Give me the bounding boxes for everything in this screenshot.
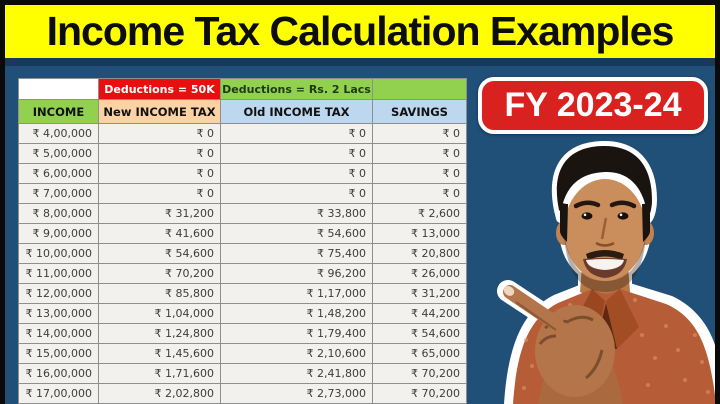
cell-old_tax: ₹ 1,48,200 bbox=[220, 303, 373, 324]
column-header-row: INCOME New INCOME TAX Old INCOME TAX SAV… bbox=[18, 99, 467, 124]
old-regime-deductions-header: Deductions = Rs. 2 Lacs bbox=[220, 78, 373, 100]
page-title: Income Tax Calculation Examples bbox=[46, 8, 675, 54]
table-row: ₹ 5,00,000 ₹ 0 ₹ 0 ₹ 0 bbox=[18, 143, 467, 164]
deductions-header-row: Deductions = 50K Deductions = Rs. 2 Lacs bbox=[18, 78, 467, 100]
table-row: ₹ 6,00,000 ₹ 0 ₹ 0 ₹ 0 bbox=[18, 163, 467, 184]
cell-old_tax: ₹ 54,600 bbox=[220, 223, 373, 244]
cell-savings: ₹ 70,200 bbox=[372, 383, 467, 404]
cell-new_tax: ₹ 1,24,800 bbox=[98, 323, 221, 344]
cell-old_tax: ₹ 0 bbox=[220, 123, 373, 144]
cell-savings: ₹ 0 bbox=[372, 163, 467, 184]
table-row: ₹ 15,00,000 ₹ 1,45,600 ₹ 2,10,600 ₹ 65,000 bbox=[18, 343, 467, 364]
cell-old_tax: ₹ 2,41,800 bbox=[220, 363, 373, 384]
table-row: ₹ 16,00,000 ₹ 1,71,600 ₹ 2,41,800 ₹ 70,200 bbox=[18, 363, 467, 384]
cell-new_tax: ₹ 31,200 bbox=[98, 203, 221, 224]
new-tax-column-header: New INCOME TAX bbox=[98, 99, 221, 124]
cell-savings: ₹ 0 bbox=[372, 143, 467, 164]
table-row: ₹ 9,00,000 ₹ 41,600 ₹ 54,600 ₹ 13,000 bbox=[18, 223, 467, 244]
new-regime-deductions-header: Deductions = 50K bbox=[98, 78, 221, 100]
cell-income: ₹ 9,00,000 bbox=[18, 223, 99, 244]
cell-savings: ₹ 0 bbox=[372, 123, 467, 144]
title-banner: Income Tax Calculation Examples bbox=[5, 5, 715, 66]
cell-new_tax: ₹ 70,200 bbox=[98, 263, 221, 284]
cell-old_tax: ₹ 33,800 bbox=[220, 203, 373, 224]
table-body: ₹ 4,00,000 ₹ 0 ₹ 0 ₹ 0 ₹ 5,00,000 ₹ 0 ₹ 0 ₹ 0 ₹ … bbox=[18, 123, 467, 404]
cell-savings: ₹ 26,000 bbox=[372, 263, 467, 284]
table-row: ₹ 11,00,000 ₹ 70,200 ₹ 96,200 ₹ 26,000 bbox=[18, 263, 467, 284]
cell-savings: ₹ 54,600 bbox=[372, 323, 467, 344]
cell-old_tax: ₹ 0 bbox=[220, 143, 373, 164]
cell-savings: ₹ 0 bbox=[372, 183, 467, 204]
table-row: ₹ 4,00,000 ₹ 0 ₹ 0 ₹ 0 bbox=[18, 123, 467, 144]
savings-spacer-cell bbox=[372, 78, 467, 100]
table-row: ₹ 14,00,000 ₹ 1,24,800 ₹ 1,79,400 ₹ 54,600 bbox=[18, 323, 467, 344]
cell-old_tax: ₹ 0 bbox=[220, 183, 373, 204]
cell-income: ₹ 6,00,000 bbox=[18, 163, 99, 184]
fy-badge-label: FY 2023-24 bbox=[504, 86, 682, 124]
cell-old_tax: ₹ 96,200 bbox=[220, 263, 373, 284]
old-tax-column-header: Old INCOME TAX bbox=[220, 99, 373, 124]
cell-new_tax: ₹ 1,45,600 bbox=[98, 343, 221, 364]
cell-savings: ₹ 31,200 bbox=[372, 283, 467, 304]
table-row: ₹ 12,00,000 ₹ 85,800 ₹ 1,17,000 ₹ 31,200 bbox=[18, 283, 467, 304]
cell-income: ₹ 4,00,000 bbox=[18, 123, 99, 144]
cell-savings: ₹ 70,200 bbox=[372, 363, 467, 384]
savings-column-header: SAVINGS bbox=[372, 99, 467, 124]
cell-old_tax: ₹ 1,17,000 bbox=[220, 283, 373, 304]
table-row: ₹ 8,00,000 ₹ 31,200 ₹ 33,800 ₹ 2,600 bbox=[18, 203, 467, 224]
income-spacer-cell bbox=[18, 78, 99, 100]
pointing-hand bbox=[503, 285, 623, 404]
table-row: ₹ 10,00,000 ₹ 54,600 ₹ 75,400 ₹ 20,800 bbox=[18, 243, 467, 264]
cell-new_tax: ₹ 0 bbox=[98, 163, 221, 184]
face bbox=[556, 145, 654, 292]
cell-income: ₹ 5,00,000 bbox=[18, 143, 99, 164]
cell-old_tax: ₹ 0 bbox=[220, 163, 373, 184]
cell-savings: ₹ 20,800 bbox=[372, 243, 467, 264]
cell-new_tax: ₹ 0 bbox=[98, 123, 221, 144]
cell-income: ₹ 16,00,000 bbox=[18, 363, 99, 384]
cell-new_tax: ₹ 1,71,600 bbox=[98, 363, 221, 384]
table-row: ₹ 13,00,000 ₹ 1,04,000 ₹ 1,48,200 ₹ 44,200 bbox=[18, 303, 467, 324]
cell-income: ₹ 12,00,000 bbox=[18, 283, 99, 304]
cell-savings: ₹ 65,000 bbox=[372, 343, 467, 364]
cell-old_tax: ₹ 2,73,000 bbox=[220, 383, 373, 404]
cell-old_tax: ₹ 2,10,600 bbox=[220, 343, 373, 364]
table-row: ₹ 7,00,000 ₹ 0 ₹ 0 ₹ 0 bbox=[18, 183, 467, 204]
cell-savings: ₹ 2,600 bbox=[372, 203, 467, 224]
cell-old_tax: ₹ 75,400 bbox=[220, 243, 373, 264]
cell-new_tax: ₹ 54,600 bbox=[98, 243, 221, 264]
cell-income: ₹ 8,00,000 bbox=[18, 203, 99, 224]
cell-savings: ₹ 13,000 bbox=[372, 223, 467, 244]
presenter-photo bbox=[497, 140, 715, 404]
cell-new_tax: ₹ 1,04,000 bbox=[98, 303, 221, 324]
cell-income: ₹ 15,00,000 bbox=[18, 343, 99, 364]
income-column-header: INCOME bbox=[18, 99, 99, 124]
cell-new_tax: ₹ 2,02,800 bbox=[98, 383, 221, 404]
cell-new_tax: ₹ 85,800 bbox=[98, 283, 221, 304]
income-tax-table: Deductions = 50K Deductions = Rs. 2 Lacs… bbox=[18, 78, 467, 404]
cell-new_tax: ₹ 41,600 bbox=[98, 223, 221, 244]
cell-income: ₹ 10,00,000 bbox=[18, 243, 99, 264]
cell-new_tax: ₹ 0 bbox=[98, 143, 221, 164]
fy-badge: FY 2023-24 bbox=[478, 77, 708, 134]
table-row: ₹ 17,00,000 ₹ 2,02,800 ₹ 2,73,000 ₹ 70,200 bbox=[18, 383, 467, 404]
cell-income: ₹ 17,00,000 bbox=[18, 383, 99, 404]
cell-income: ₹ 13,00,000 bbox=[18, 303, 99, 324]
cell-old_tax: ₹ 1,79,400 bbox=[220, 323, 373, 344]
cell-income: ₹ 14,00,000 bbox=[18, 323, 99, 344]
cell-new_tax: ₹ 0 bbox=[98, 183, 221, 204]
cell-income: ₹ 11,00,000 bbox=[18, 263, 99, 284]
cell-income: ₹ 7,00,000 bbox=[18, 183, 99, 204]
cell-savings: ₹ 44,200 bbox=[372, 303, 467, 324]
